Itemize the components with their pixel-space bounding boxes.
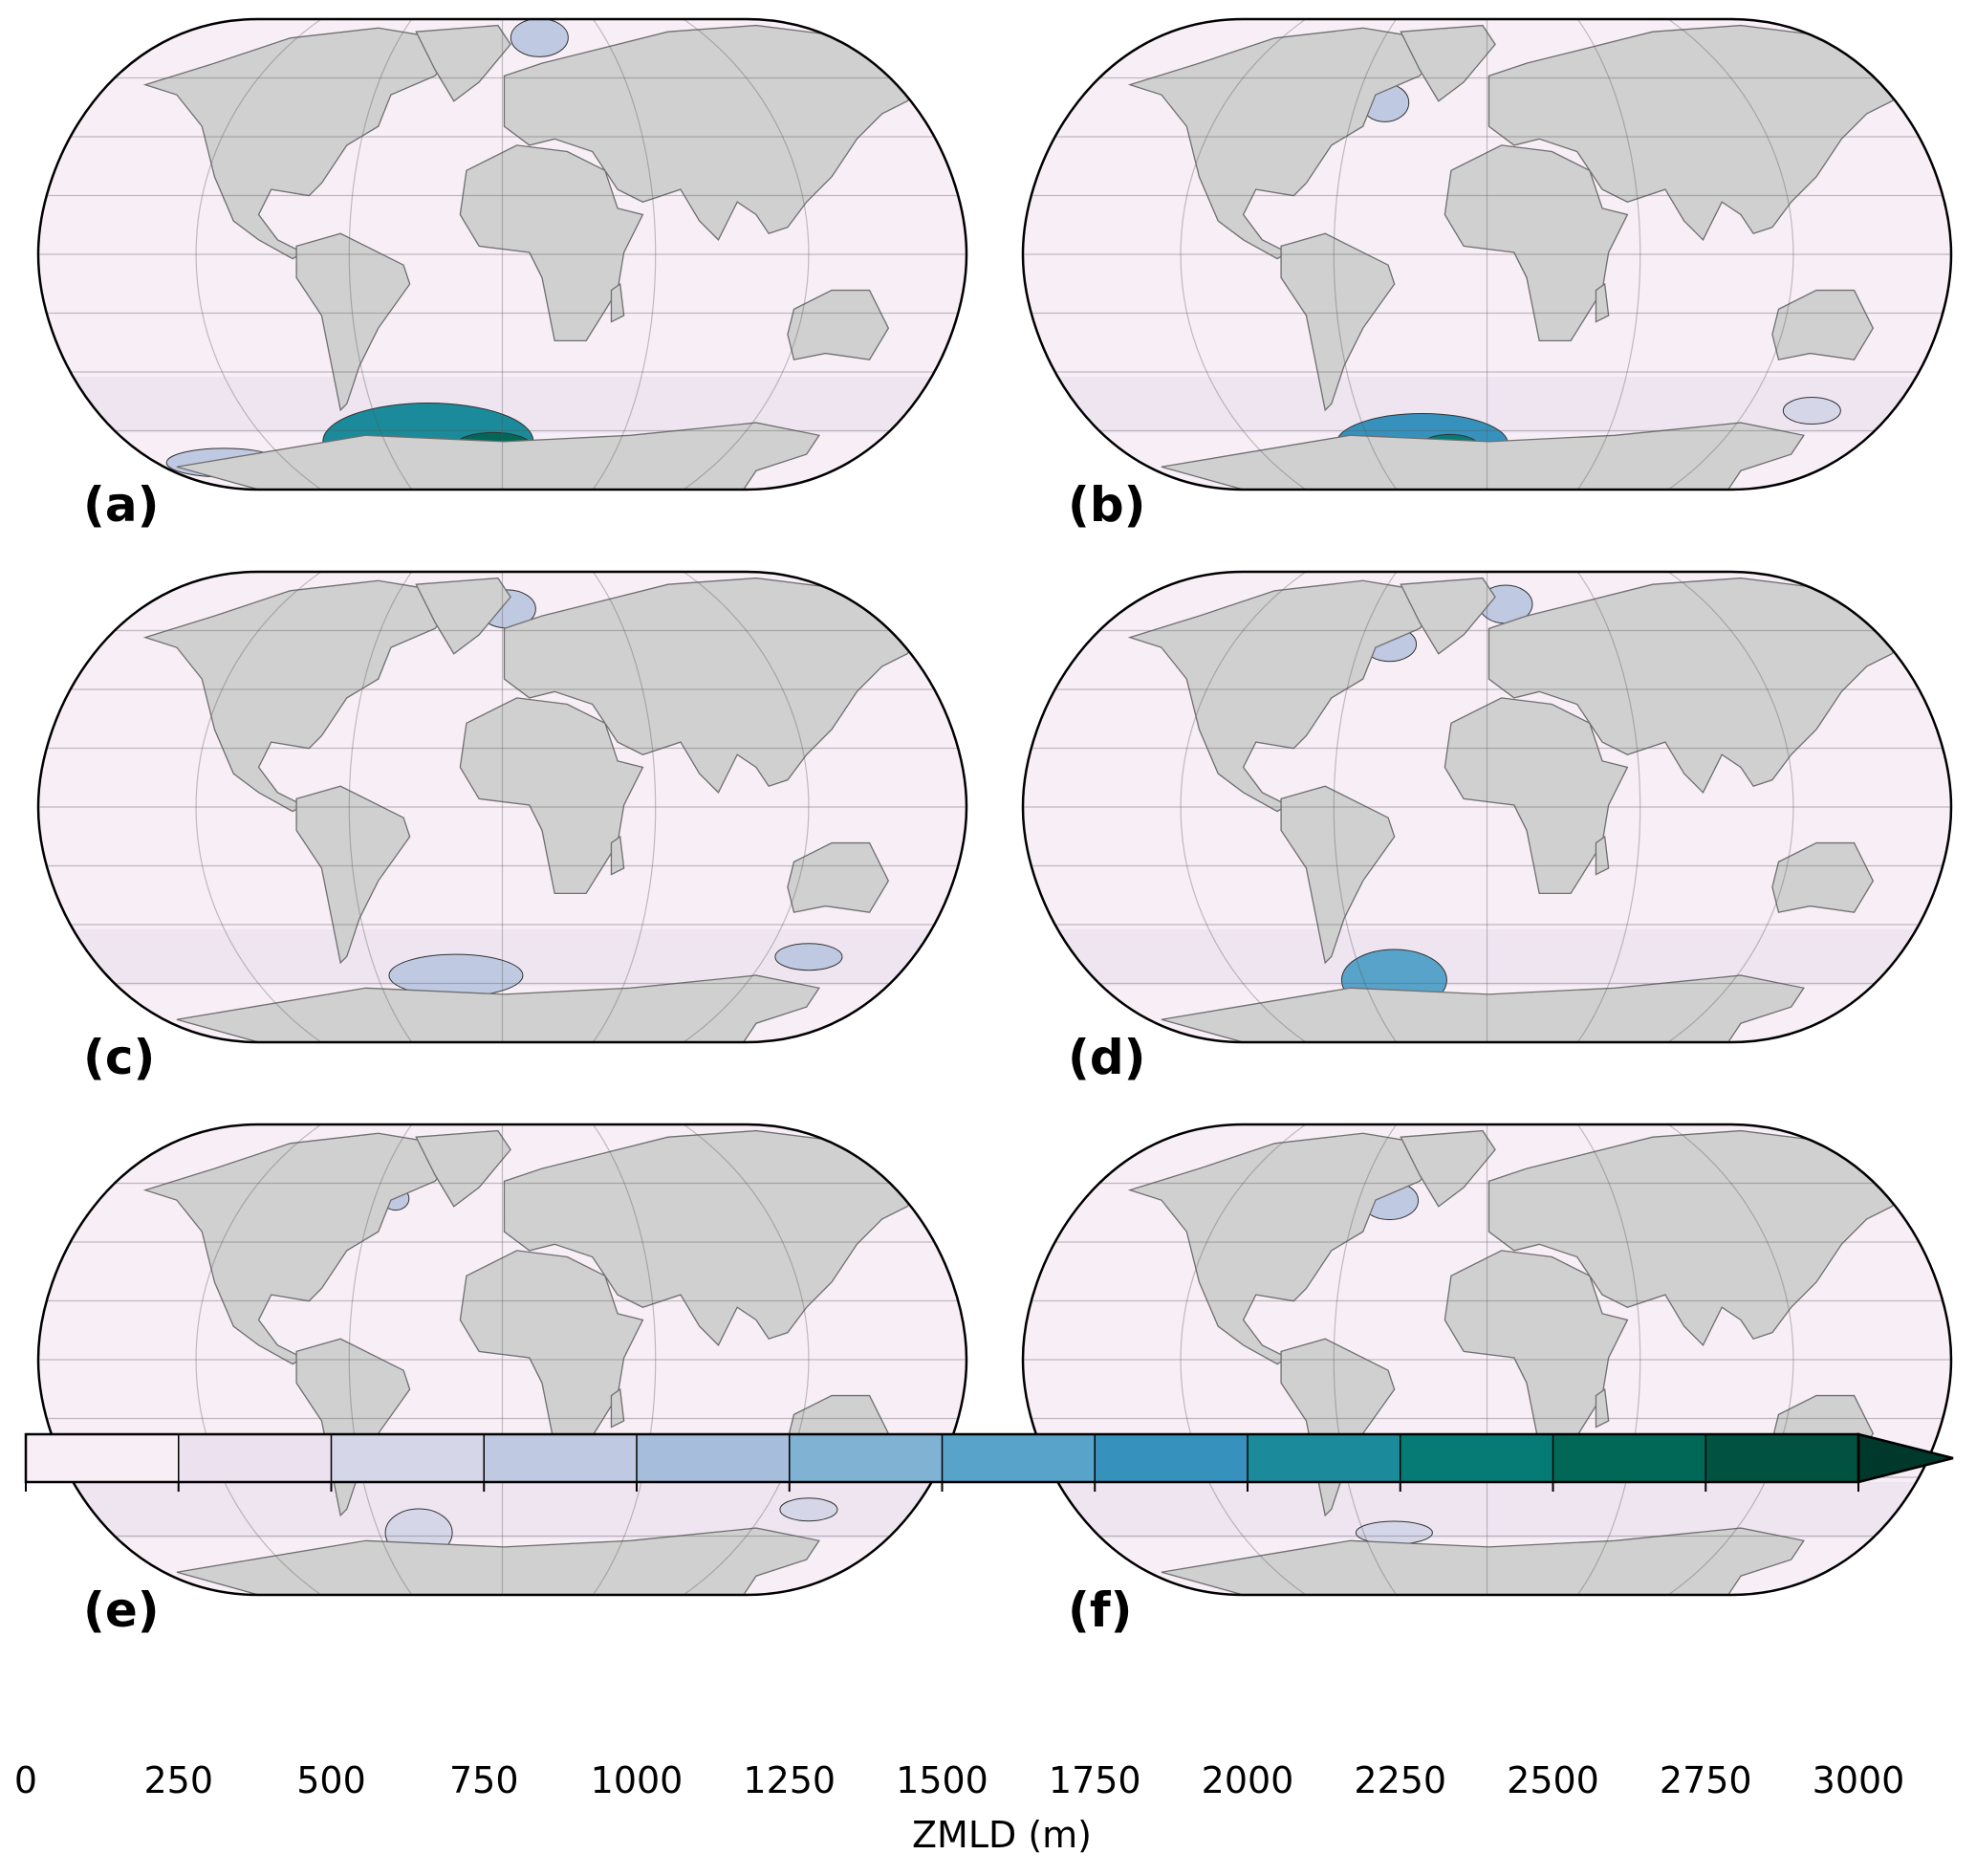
map-panel: (a) <box>36 17 968 533</box>
meridian <box>348 572 657 1042</box>
meridian <box>1180 19 1794 490</box>
map-body <box>1023 19 1951 490</box>
map-body <box>1023 572 1951 1042</box>
map-outline <box>36 17 968 491</box>
panel-label: (a) <box>83 477 159 533</box>
colorbar-segment <box>1705 1434 1858 1482</box>
tick-label: 1500 <box>896 1759 988 1801</box>
colorbar-segment <box>942 1434 1096 1482</box>
tick-label: 750 <box>449 1759 519 1801</box>
mixing-patch <box>774 943 843 971</box>
panel-label: (e) <box>83 1582 160 1638</box>
map-outline <box>1021 17 1953 491</box>
southern-band <box>1023 1481 1951 1538</box>
meridian <box>195 19 810 490</box>
colorbar-segment <box>637 1434 790 1482</box>
colorbar-segment <box>1095 1434 1248 1482</box>
map-body <box>1023 1124 1951 1595</box>
map-outline <box>36 570 968 1044</box>
tick-label: 2750 <box>1660 1759 1752 1801</box>
colorbar-segment <box>26 1434 179 1482</box>
map-panel: (c) <box>36 570 968 1085</box>
mixing-patch <box>1782 397 1841 425</box>
map-panel: (d) <box>1021 570 1953 1085</box>
tick-label: 500 <box>296 1759 366 1801</box>
map-outline <box>36 1123 968 1597</box>
meridian <box>348 1124 657 1595</box>
map-outline <box>1021 570 1953 1044</box>
meridian <box>348 19 657 490</box>
map-body <box>38 1124 966 1595</box>
meridian <box>195 1124 810 1595</box>
tick-label: 0 <box>14 1759 37 1801</box>
meridian <box>195 572 810 1042</box>
panel-label: (f) <box>1068 1582 1132 1638</box>
mixing-patch <box>510 19 569 57</box>
colorbar-segment <box>178 1434 332 1482</box>
meridian <box>1333 19 1641 490</box>
meridian <box>1180 1124 1794 1595</box>
tick-label: 1250 <box>743 1759 836 1801</box>
panel-label: (b) <box>1068 477 1146 533</box>
panel-label: (c) <box>83 1030 155 1085</box>
tick-label: 2000 <box>1202 1759 1294 1801</box>
colorbar-segment <box>331 1434 485 1482</box>
meridian <box>1333 572 1641 1042</box>
map-body <box>38 572 966 1042</box>
colorbar-segment <box>789 1434 943 1482</box>
tick-label: 1000 <box>591 1759 684 1801</box>
map-outline <box>1021 1123 1953 1597</box>
map-panel: (f) <box>1021 1123 1953 1638</box>
meridian <box>1180 572 1794 1042</box>
panel-label: (d) <box>1068 1030 1146 1085</box>
colorbar-segment <box>1400 1434 1553 1482</box>
colorbar-segment <box>1248 1434 1401 1482</box>
colorbar-segment <box>1553 1434 1706 1482</box>
mixing-patch <box>779 1497 838 1522</box>
tick-label: 2500 <box>1507 1759 1599 1801</box>
southern-band <box>1023 928 1951 986</box>
tick-label: 250 <box>143 1759 213 1801</box>
colorbar-label: ZMLD (m) <box>912 1814 1092 1856</box>
tick-label: 3000 <box>1813 1759 1905 1801</box>
meridian <box>1333 1124 1641 1595</box>
tick-label: 2250 <box>1354 1759 1446 1801</box>
map-panel: (b) <box>1021 17 1953 533</box>
colorbar-segment <box>484 1434 637 1482</box>
tick-label: 1750 <box>1049 1759 1141 1801</box>
map-panel: (e) <box>36 1123 968 1638</box>
map-body <box>38 19 966 490</box>
